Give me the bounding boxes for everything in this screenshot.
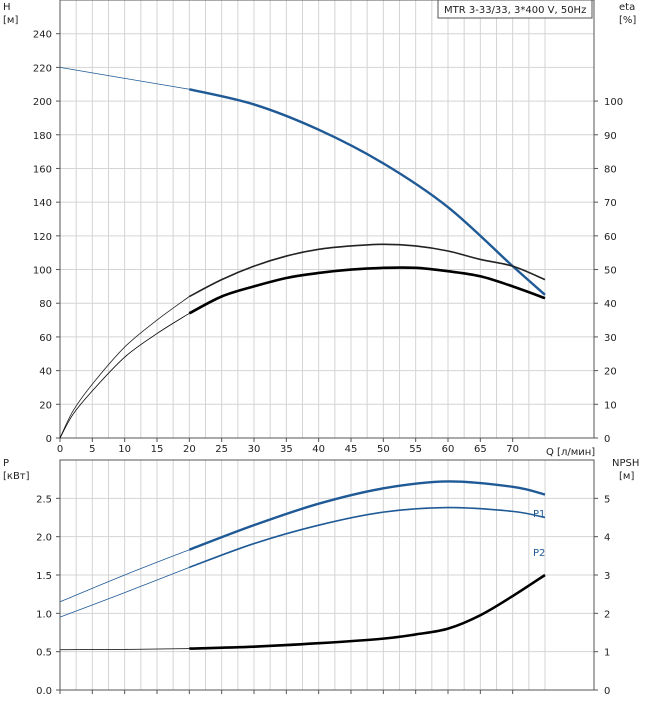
x-tick-label: 10 <box>118 444 131 455</box>
power-left-tick-label: 0.0 <box>36 686 52 697</box>
head-left-tick-label: 180 <box>33 131 52 142</box>
power-series-2-thin-line <box>59 648 190 651</box>
head-right-tick-label: 20 <box>604 367 617 378</box>
power-right-tick-label: 2 <box>604 609 610 620</box>
head-axis-unit: [м] <box>3 15 18 26</box>
power-npsh-series <box>59 480 546 651</box>
x-tick-label: 0 <box>57 444 63 455</box>
head-right-tick-label: 60 <box>604 232 617 243</box>
head-series-1-line <box>188 243 546 298</box>
head-plot-frame <box>59 0 595 439</box>
x-tick-label: 40 <box>312 444 325 455</box>
p2-thin-line <box>59 566 190 618</box>
head-right-tick-label: 40 <box>604 299 617 310</box>
power-right-tick-label: 0 <box>604 686 610 697</box>
head-eta-grid <box>59 0 594 439</box>
head-left-tick-label: 200 <box>33 97 52 108</box>
npsh-axis-unit: [м] <box>619 471 634 482</box>
head-axis-label: H <box>3 2 11 13</box>
head-left-tick-label: 80 <box>39 299 52 310</box>
power-series-2-line <box>189 573 546 650</box>
title-box <box>437 0 593 19</box>
power-left-tick-label: 0.5 <box>36 648 52 659</box>
head-left-tick-label: 120 <box>33 232 52 243</box>
p2-line <box>189 506 546 569</box>
series-label-p1: P1 <box>533 509 545 520</box>
power-left-tick-label: 2.0 <box>36 533 52 544</box>
x-tick-label: 45 <box>345 444 358 455</box>
x-tick-label: 65 <box>474 444 487 455</box>
x-tick-label: 50 <box>377 444 390 455</box>
x-tick-label: 70 <box>506 444 519 455</box>
head-eta-axes: 0 5 10 15 20 25 30 35 40 45 50 55 60 65 70020406080100… <box>33 0 623 455</box>
head-right-tick-label: 50 <box>604 266 617 277</box>
head-right-tick-label: 80 <box>604 164 617 175</box>
power-axis-label: P <box>3 458 9 469</box>
p1-thin-line <box>59 549 190 603</box>
head-series-2-line <box>188 266 546 315</box>
power-right-tick-label: 3 <box>604 571 610 582</box>
power-left-tick-label: 2.5 <box>36 494 52 505</box>
head-left-tick-label: 20 <box>39 400 52 411</box>
head-right-tick-label: 100 <box>604 97 623 108</box>
power-axis-unit: [кВт] <box>3 471 30 482</box>
head-left-tick-label: 160 <box>33 164 52 175</box>
power-right-tick-label: 4 <box>604 533 610 544</box>
power-npsh-axes: 0.0 0.5 1.0 1.5 2.0 2.5 0 1 2 3 4 5 <box>36 459 610 697</box>
x-tick-label: 35 <box>280 444 293 455</box>
power-right-tick-label: 1 <box>604 648 610 659</box>
p1-line <box>188 480 546 551</box>
head-series-2-thin-line <box>59 312 190 439</box>
head-left-tick-label: 60 <box>39 333 52 344</box>
head-right-tick-label: 70 <box>604 198 617 209</box>
head-left-tick-label: 0 <box>46 434 52 445</box>
head-series-0-thin-line <box>59 66 190 90</box>
head-series-1-thin-line <box>59 296 190 439</box>
x-tick-label: 60 <box>442 444 455 455</box>
head-right-tick-label: 30 <box>604 333 617 344</box>
head-left-tick-label: 100 <box>33 266 52 277</box>
x-tick-label: 20 <box>183 444 196 455</box>
flow-axis-label: Q [л/мин] <box>546 447 595 458</box>
x-tick-label: 25 <box>215 444 228 455</box>
power-right-tick-label: 5 <box>604 494 610 505</box>
head-left-tick-label: 140 <box>33 198 52 209</box>
head-left-tick-label: 240 <box>33 30 52 41</box>
head-right-tick-label: 0 <box>604 434 610 445</box>
eta-axis-label: eta <box>619 2 635 13</box>
head-left-tick-label: 40 <box>39 367 52 378</box>
x-tick-label: 55 <box>409 444 422 455</box>
eta-axis-unit: [%] <box>619 15 636 26</box>
power-left-tick-label: 1.5 <box>36 571 52 582</box>
chart-title: MTR 3-33/33, 3*400 V, 50Hz <box>444 5 586 16</box>
npsh-axis-label: NPSH <box>612 458 639 469</box>
head-right-tick-label: 90 <box>604 131 617 142</box>
series-label-p2: P2 <box>533 548 545 559</box>
head-left-tick-label: 220 <box>33 63 52 74</box>
power-npsh-grid <box>59 460 594 691</box>
head-eta-series <box>59 66 546 439</box>
x-tick-label: 15 <box>151 444 164 455</box>
x-tick-label: 30 <box>248 444 261 455</box>
x-tick-label: 5 <box>89 444 95 455</box>
head-right-tick-label: 10 <box>604 400 617 411</box>
power-left-tick-label: 1.0 <box>36 609 52 620</box>
